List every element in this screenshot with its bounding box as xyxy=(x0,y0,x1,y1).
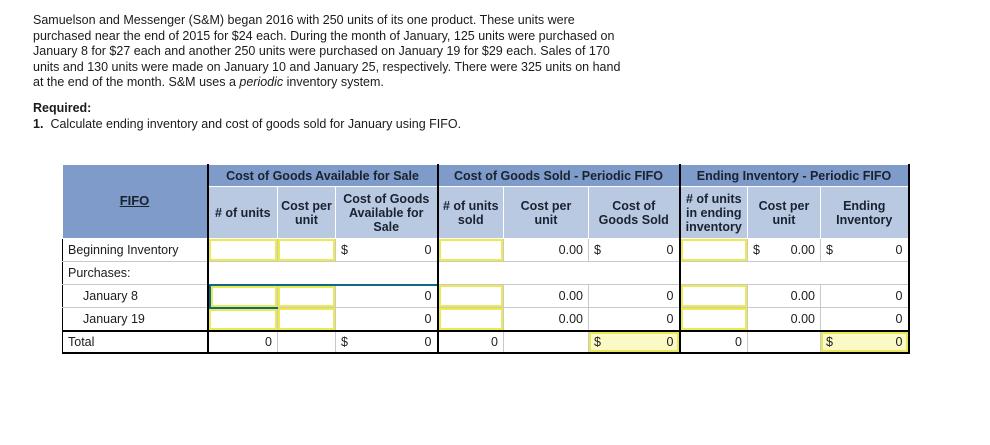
col-header-cogas: Cost of Goods Available for Sale xyxy=(335,186,439,239)
problem-line: at the end of the month. S&M uses a peri… xyxy=(33,75,384,89)
cell-beginning-ending-inventory: $0 xyxy=(820,238,910,262)
input-jan19-units-sold[interactable] xyxy=(437,307,504,331)
input-beginning-unit-cost[interactable] xyxy=(277,238,336,262)
currency-symbol: $ xyxy=(594,334,601,349)
group-header-cost-of-goods-sold: Cost of Goods Sold - Periodic FIFO xyxy=(437,164,681,187)
currency-symbol: $ xyxy=(826,243,833,257)
col-header-ending-inventory: Ending Inventory xyxy=(820,186,910,239)
problem-line: purchased near the end of 2015 for $24 e… xyxy=(33,28,615,43)
cell-jan8-cogs: 0 xyxy=(588,284,681,308)
cell-jan19-cogs: 0 xyxy=(588,307,681,331)
cell-jan8-ending-inventory: 0 xyxy=(820,284,910,308)
required-item: 1. Calculate ending inventory and cost of… xyxy=(33,117,461,133)
cell-total-cogas: $0 xyxy=(335,329,439,354)
required-label: Required: xyxy=(33,101,92,115)
cell-total-units: 0 xyxy=(207,329,278,354)
required-item-text: Calculate ending inventory and cost of g… xyxy=(50,116,462,131)
input-jan19-units-ending[interactable] xyxy=(679,307,748,331)
problem-line: units and 130 units were made on January… xyxy=(33,59,621,74)
input-jan19-units[interactable] xyxy=(207,307,278,331)
input-jan8-unit-cost[interactable] xyxy=(277,283,336,308)
problem-line: January 8 for $27 each and another 250 u… xyxy=(33,44,610,58)
cell-jan19-ending-unit-cost: 0.00 xyxy=(747,307,821,331)
fifo-table-wrapper: FIFO Cost of Goods Available for Sale Co… xyxy=(62,164,910,354)
cell-total-cogs-highlighted: $0 xyxy=(588,329,681,354)
cell-beginning-cogas: $0 xyxy=(335,238,439,262)
col-header-cost-per-unit-sold: Cost per unit xyxy=(503,186,589,239)
cell-purchases-ending-blank xyxy=(679,261,910,285)
cell-purchases-cogs-blank xyxy=(437,261,681,285)
problem-line: Samuelson and Messenger (S&M) began 2016… xyxy=(33,13,575,27)
row-beginning-inventory: Beginning Inventory $0 0.00 $0 $0.00 $0 xyxy=(62,238,910,262)
col-header-cost-per-unit: Cost per unit xyxy=(277,186,336,239)
currency-symbol: $ xyxy=(594,243,601,257)
cell-purchases-cogas-blank xyxy=(207,261,439,285)
currency-symbol: $ xyxy=(826,334,833,349)
problem-statement: Samuelson and Messenger (S&M) began 2016… xyxy=(33,13,620,91)
cell-beginning-ending-unit-cost: $0.00 xyxy=(747,238,821,262)
row-january-8: January 8 0 0.00 0 0.00 0 xyxy=(62,283,910,309)
row-label-total: Total xyxy=(62,329,209,354)
row-total: Total 0 $0 0 $0 0 $0 xyxy=(62,329,910,354)
currency-symbol: $ xyxy=(753,243,760,257)
row-label-beginning-inventory: Beginning Inventory xyxy=(62,238,209,262)
cell-total-cogs-unit-cost-blank xyxy=(503,329,589,354)
input-beginning-units[interactable] xyxy=(207,238,278,262)
required-item-number: 1. xyxy=(33,116,44,131)
group-header-ending-inventory: Ending Inventory - Periodic FIFO xyxy=(679,164,910,187)
cell-total-units-ending: 0 xyxy=(679,329,748,354)
cell-jan19-cogas: 0 xyxy=(335,307,439,331)
row-label-january-8: January 8 xyxy=(62,284,209,308)
cell-beginning-cogs-unit-cost: 0.00 xyxy=(503,238,589,262)
col-header-cogs: Cost of Goods Sold xyxy=(588,186,681,239)
group-header-cost-of-goods-available: Cost of Goods Available for Sale xyxy=(207,164,439,187)
cell-jan8-ending-unit-cost: 0.00 xyxy=(747,284,821,308)
row-label-january-19: January 19 xyxy=(62,307,209,331)
input-jan8-units-selected[interactable] xyxy=(207,283,278,309)
cell-jan19-ending-inventory: 0 xyxy=(820,307,910,331)
input-beginning-units-ending[interactable] xyxy=(679,238,748,262)
required-section: Required: 1. Calculate ending inventory a… xyxy=(33,101,461,132)
cell-jan19-cogs-unit-cost: 0.00 xyxy=(503,307,589,331)
row-label-purchases: Purchases: xyxy=(62,261,209,285)
table-corner-fifo: FIFO xyxy=(62,164,209,239)
input-jan8-units-ending[interactable] xyxy=(679,284,748,308)
col-header-units: # of units xyxy=(207,186,278,239)
col-header-units-ending: # of units in ending inventory xyxy=(679,186,748,239)
currency-symbol: $ xyxy=(341,243,348,257)
col-header-cost-per-unit-ending: Cost per unit xyxy=(747,186,821,239)
input-beginning-units-sold[interactable] xyxy=(437,238,504,262)
italic-word: periodic xyxy=(239,75,284,89)
row-purchases: Purchases: xyxy=(62,261,910,285)
cell-jan8-cogas: 0 xyxy=(335,283,439,308)
col-header-units-sold: # of units sold xyxy=(437,186,504,239)
cell-total-units-sold: 0 xyxy=(437,329,504,354)
cell-total-ending-inventory-highlighted: $0 xyxy=(820,329,910,354)
input-jan8-units-sold[interactable] xyxy=(437,284,504,308)
fifo-table: FIFO Cost of Goods Available for Sale Co… xyxy=(62,164,910,354)
cell-total-ending-unit-cost-blank xyxy=(747,329,821,354)
input-jan19-unit-cost[interactable] xyxy=(277,307,336,331)
row-january-19: January 19 0 0.00 0 0.00 0 xyxy=(62,307,910,331)
cell-total-unit-cost-blank xyxy=(277,329,336,354)
cell-beginning-cogs: $0 xyxy=(588,238,681,262)
currency-symbol: $ xyxy=(341,334,348,349)
cell-jan8-cogs-unit-cost: 0.00 xyxy=(503,284,589,308)
